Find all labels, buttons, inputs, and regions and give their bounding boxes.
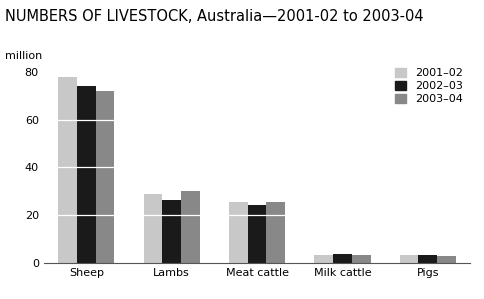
Bar [95, 91, 114, 263]
Bar [418, 255, 436, 263]
Legend: 2001–02, 2002–03, 2003–04: 2001–02, 2002–03, 2003–04 [392, 65, 464, 107]
Bar [351, 255, 370, 263]
Text: million: million [5, 51, 42, 61]
Bar [228, 202, 247, 263]
Bar [247, 205, 266, 263]
Bar [181, 191, 199, 263]
Bar [266, 202, 285, 263]
Bar [77, 86, 95, 263]
Text: NUMBERS OF LIVESTOCK, Australia—2001-02 to 2003-04: NUMBERS OF LIVESTOCK, Australia—2001-02 … [5, 9, 423, 24]
Bar [314, 255, 333, 263]
Bar [58, 77, 77, 263]
Bar [436, 256, 455, 263]
Bar [143, 194, 162, 263]
Bar [399, 255, 418, 263]
Bar [333, 254, 351, 263]
Bar [162, 200, 181, 263]
